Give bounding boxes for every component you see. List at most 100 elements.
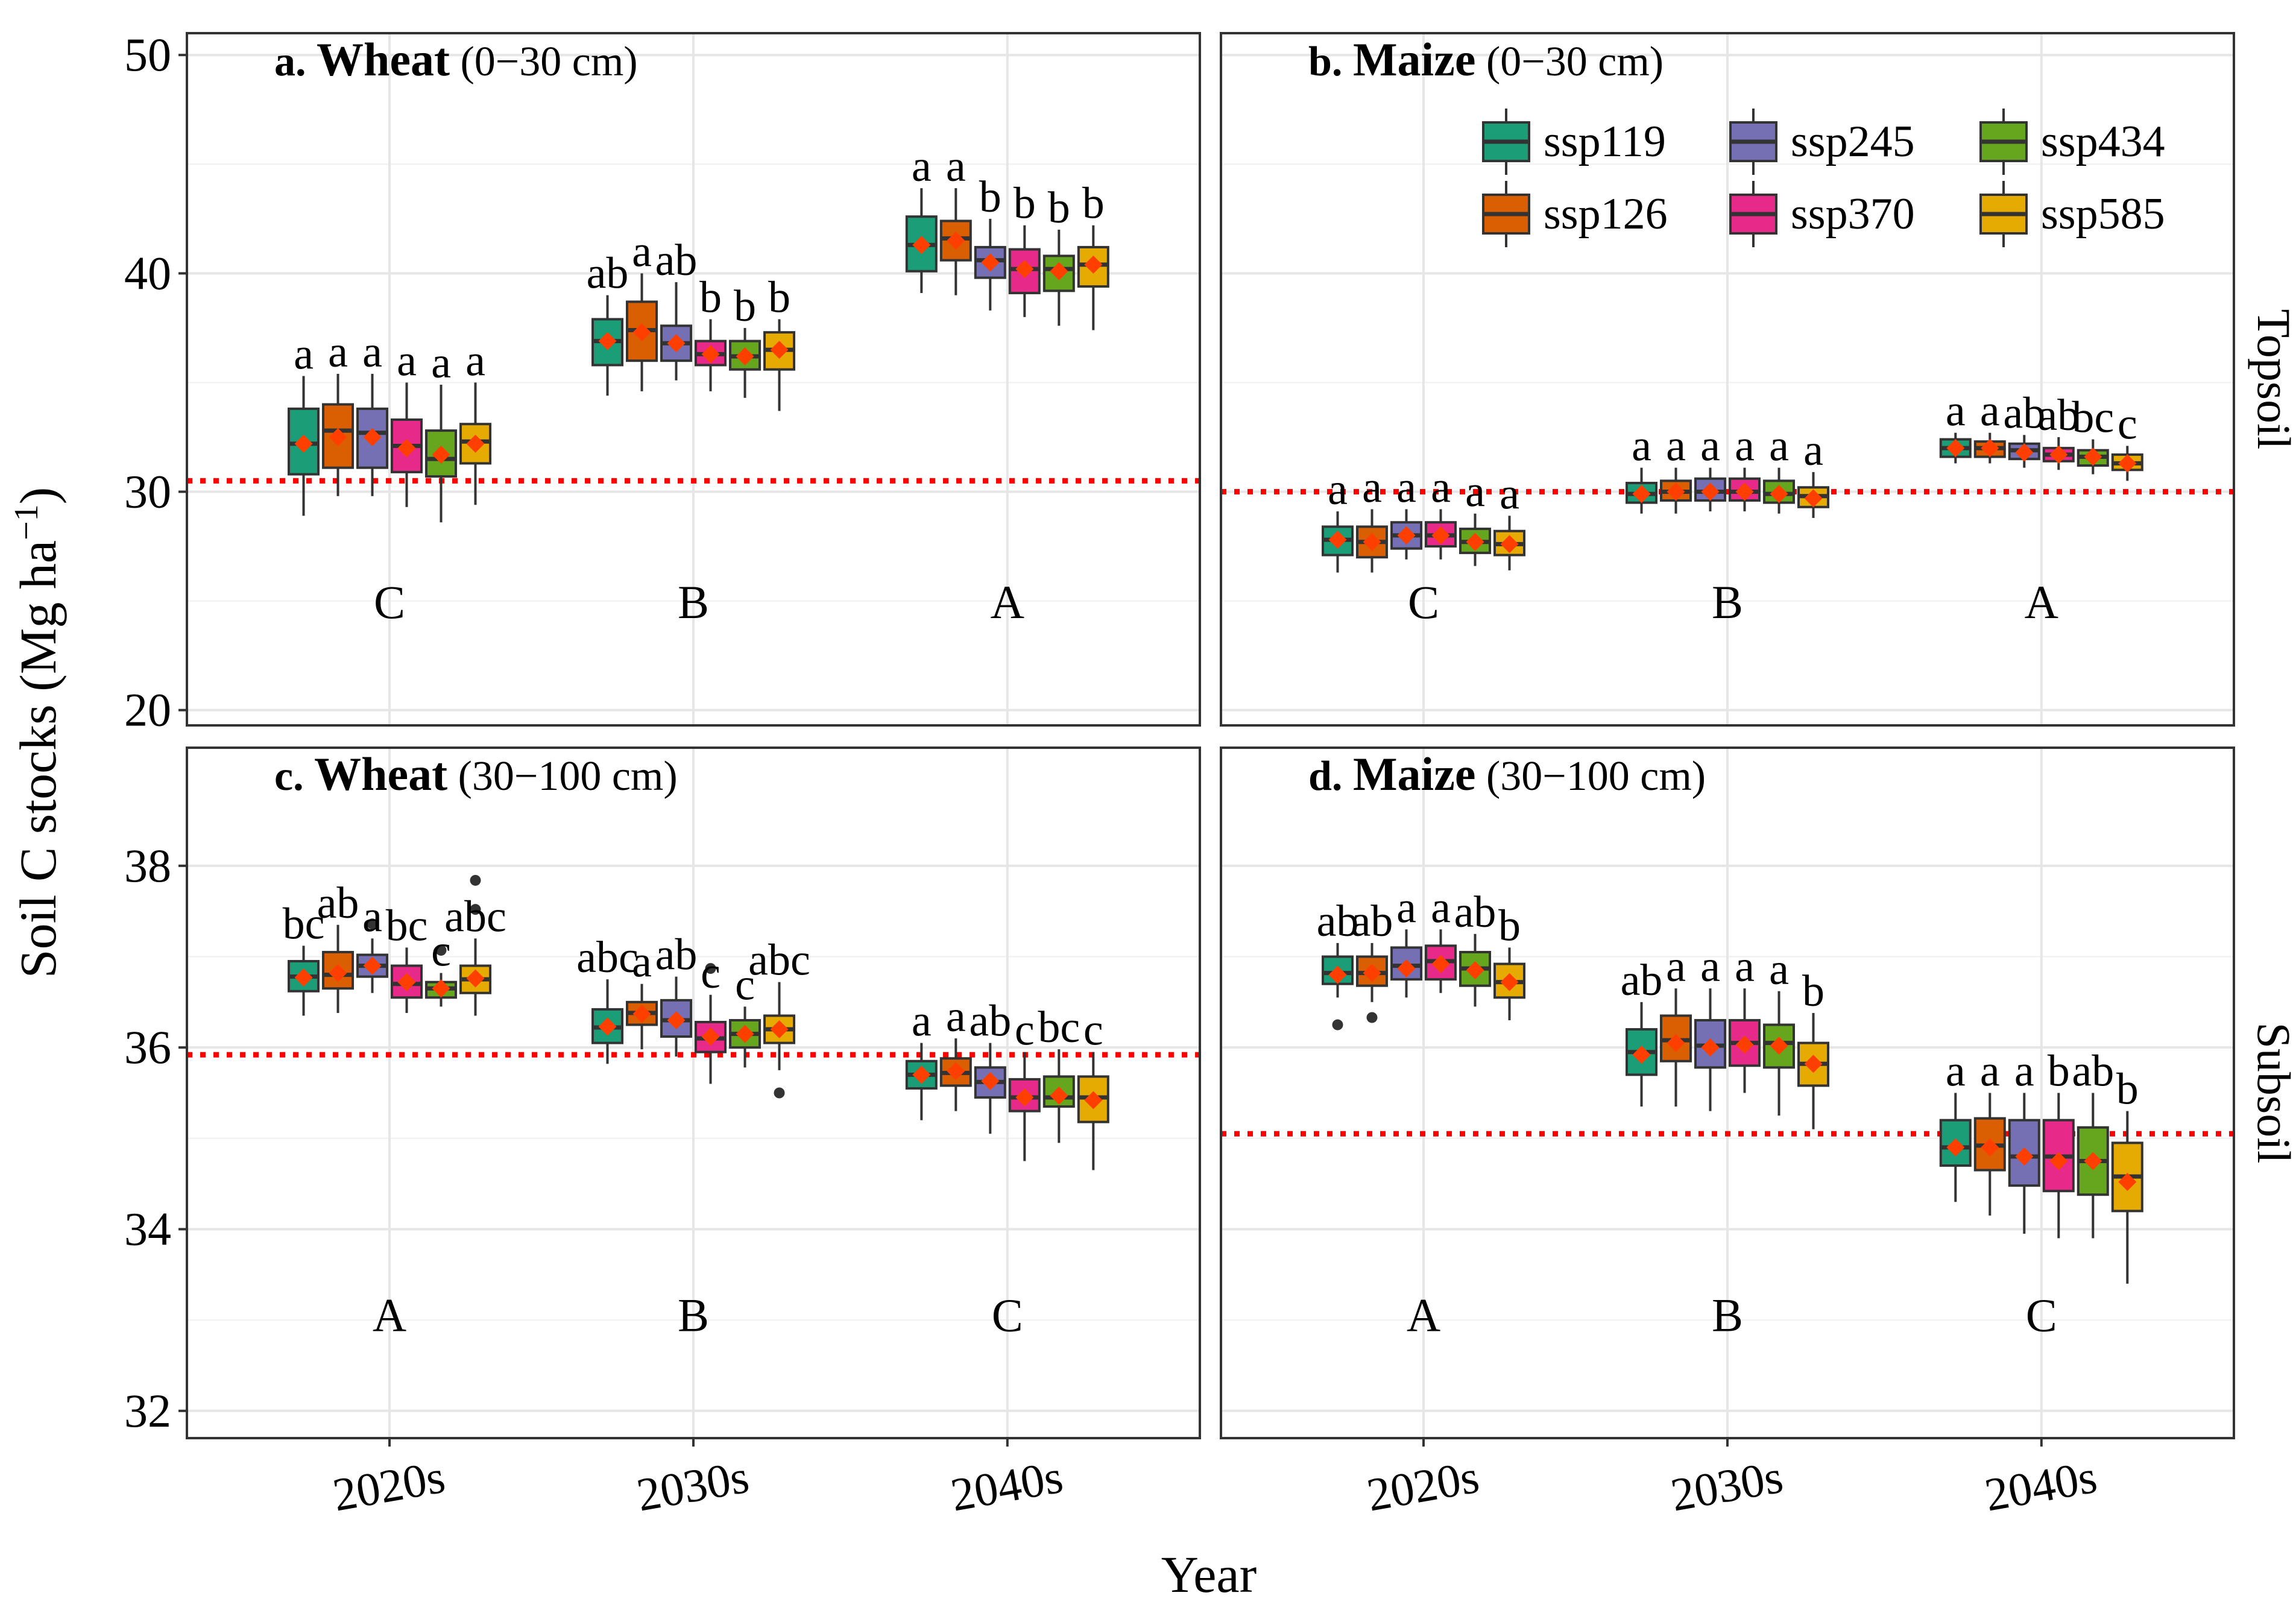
mean-point — [294, 968, 313, 987]
outlier-point — [1366, 1012, 1378, 1023]
box-ssp434-2030s: a — [1763, 421, 1795, 514]
box-ssp434-2030s: a — [1763, 945, 1795, 1116]
box-ssp126-2040s: a — [1973, 387, 2006, 464]
y-axis-title-main: Soil C stocks (Mg ha — [9, 540, 67, 978]
significance-letter: a — [946, 142, 966, 191]
significance-letter: a — [1500, 469, 1519, 519]
significance-letter: b — [2116, 1065, 2139, 1114]
box-ssp126-2020s: a — [1356, 462, 1388, 573]
significance-letter: ab — [1351, 897, 1393, 946]
y-axis-title: Soil C stocks (Mg ha−1) — [8, 487, 67, 979]
mean-point — [1632, 1046, 1651, 1064]
y-tick-label: 30 — [124, 466, 171, 518]
box-ssp434-2020s: ab — [1454, 888, 1496, 1007]
box-body — [1008, 248, 1041, 294]
significance-letter: a — [1769, 421, 1789, 471]
legend-label: ssp245 — [1791, 117, 1915, 166]
box-ssp585-2040s: c — [1077, 1006, 1109, 1170]
panel-title-crop: Wheat — [317, 33, 450, 86]
box-ssp119-2020s: a — [1322, 465, 1354, 573]
group-letter-2030s: B — [678, 1289, 709, 1342]
legend: ssp119 ssp126 ssp245 ssp370 ssp434 ssp585 — [1482, 109, 2165, 247]
mean-point — [947, 232, 965, 250]
box-ssp585-2030s: b — [1797, 967, 1829, 1129]
significance-letter: a — [1803, 426, 1823, 475]
box-ssp370-2040s: b — [2042, 1047, 2075, 1239]
significance-letter: a — [1700, 421, 1720, 471]
box-ssp126-2020s: ab — [317, 879, 359, 1013]
box-ssp119-2030s: abc — [576, 933, 639, 1064]
y-tick-label: 34 — [124, 1202, 171, 1255]
significance-letter: a — [632, 938, 652, 987]
significance-letter: a — [362, 327, 382, 377]
mean-point — [294, 434, 313, 453]
mean-point — [329, 428, 347, 446]
y-tick-label: 32 — [124, 1384, 171, 1437]
mean-point — [736, 347, 754, 365]
legend-label: ssp126 — [1544, 189, 1668, 239]
mean-point — [667, 1011, 686, 1029]
y-tick-label: 20 — [124, 684, 171, 736]
significance-letter: a — [1396, 462, 1416, 512]
significance-letter: abc — [748, 936, 810, 985]
panel-title: d. Maize (30−100 cm) — [1308, 748, 1706, 800]
significance-letter: b — [1082, 179, 1105, 229]
panel-title-prefix: d. — [1308, 753, 1353, 800]
panel-title-depth: (0−30 cm) — [450, 39, 638, 85]
group-letter-2040s: C — [2026, 1289, 2057, 1342]
legend-item-ssp126: ssp126 — [1482, 181, 1668, 247]
significance-letter: b — [768, 273, 790, 322]
significance-letter: b — [699, 273, 722, 322]
mean-point — [1363, 532, 1381, 551]
box-ssp434-2030s: b — [729, 282, 761, 398]
significance-letter: a — [1980, 1047, 2000, 1096]
mean-point — [1946, 439, 1965, 458]
mean-point — [2015, 443, 2034, 462]
mean-point — [1946, 1138, 1965, 1157]
box-ssp585-2030s: abc — [748, 936, 810, 1099]
panel-title-crop: Maize — [1353, 33, 1476, 86]
mean-point — [1363, 964, 1381, 982]
box-ssp434-2020s: a — [1459, 467, 1491, 566]
significance-letter: a — [465, 336, 485, 385]
box-ssp119-2030s: ab — [1621, 956, 1662, 1107]
significance-letter: c — [1083, 1006, 1103, 1055]
x-tick-label: 2020s — [1363, 1450, 1483, 1521]
outlier-point — [1332, 1019, 1343, 1031]
mean-point — [770, 1020, 789, 1039]
mean-point — [1770, 1037, 1788, 1055]
mean-point — [1735, 1035, 1754, 1054]
box-ssp126-2030s: a — [626, 227, 658, 391]
panel-title: c. Wheat (30−100 cm) — [274, 748, 678, 800]
box-ssp126-2030s: a — [626, 938, 658, 1050]
box-ssp126-2030s: a — [1660, 421, 1692, 514]
box-ssp585-2020s: abc — [444, 874, 506, 1016]
panel-border — [186, 32, 1201, 727]
significance-letter: a — [1666, 942, 1686, 991]
box-ssp434-2030s: c — [729, 960, 761, 1068]
significance-letter: b — [734, 282, 756, 331]
significance-letter: a — [1946, 1047, 1966, 1096]
significance-letter: c — [701, 948, 721, 998]
x-tick-label: 2040s — [947, 1450, 1067, 1521]
significance-letter: c — [735, 960, 755, 1009]
group-letter-2020s: A — [373, 1289, 406, 1342]
significance-letter: ab — [655, 236, 698, 285]
x-tick-label: 2030s — [633, 1450, 753, 1521]
box-ssp126-2040s: a — [939, 142, 972, 295]
group-letter-2020s: C — [1408, 576, 1439, 628]
significance-letter: bc — [1038, 1003, 1080, 1052]
box-ssp370-2020s: a — [391, 336, 423, 507]
box-ssp245-2040s: b — [974, 172, 1006, 311]
mean-point — [667, 334, 686, 353]
box-ssp245-2030s: ab — [655, 930, 697, 1057]
mean-point — [363, 956, 382, 975]
mean-point — [1770, 485, 1788, 503]
significance-letter: a — [328, 327, 348, 377]
mean-point — [466, 434, 485, 453]
panel-title-depth: (30−100 cm) — [1475, 753, 1706, 800]
panel-title: b. Maize (0−30 cm) — [1308, 33, 1664, 86]
box-ssp119-2030s: ab — [587, 249, 628, 396]
box-ssp119-2040s: a — [905, 142, 938, 293]
